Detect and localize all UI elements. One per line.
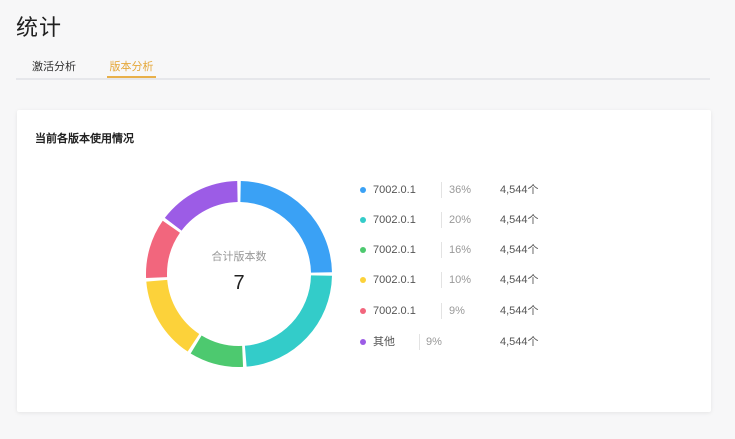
legend-percent: 16% [449,244,472,256]
version-usage-card: 当前各版本使用情况 合计版本数 7 7002.0.1 36% 4,544个 7002.… [17,110,711,412]
legend-count: 4,544个 [500,244,539,256]
donut-chart [146,181,332,367]
donut-center-label: 合计版本数 [211,251,267,263]
legend-version-name: 7002.0.1 [373,244,416,256]
active-tab-indicator [107,76,156,78]
legend-version-name: 7002.0.1 [373,274,416,286]
legend-separator [419,334,420,350]
legend-item[interactable]: 7002.0.1 9% 4,544个 [360,301,560,321]
legend-color-dot [360,187,366,193]
tab-version-analysis[interactable]: 版本分析 [109,61,154,73]
legend-color-dot [360,308,366,314]
legend-item[interactable]: 7002.0.1 16% 4,544个 [360,240,560,260]
legend-separator [441,303,442,319]
legend-count: 4,544个 [500,336,539,348]
donut-segment[interactable] [146,279,200,352]
tab-bar: 激活分析 版本分析 [16,52,710,80]
legend-color-dot [360,217,366,223]
legend-count: 4,544个 [500,305,539,317]
legend-item[interactable]: 7002.0.1 20% 4,544个 [360,210,560,230]
legend-separator [441,212,442,228]
legend-separator [441,242,442,258]
legend-count: 4,544个 [500,184,539,196]
legend-item[interactable]: 7002.0.1 36% 4,544个 [360,180,560,200]
legend-percent: 9% [449,305,465,317]
legend-percent: 36% [449,184,472,196]
card-title: 当前各版本使用情况 [35,133,134,145]
tab-activation-analysis[interactable]: 激活分析 [32,61,76,73]
legend-version-name: 7002.0.1 [373,184,416,196]
donut-segment[interactable] [190,335,244,367]
legend-count: 4,544个 [500,214,539,226]
legend-count: 4,544个 [500,274,539,286]
legend-item[interactable]: 7002.0.1 10% 4,544个 [360,270,560,290]
legend-version-name: 其他 [373,336,395,348]
donut-segment[interactable] [164,181,238,231]
donut-center-value: 7 [233,272,245,294]
page-title: 统计 [16,15,63,40]
legend-color-dot [360,277,366,283]
legend-color-dot [360,339,366,345]
legend-color-dot [360,247,366,253]
donut-segment[interactable] [244,275,332,367]
donut-segment[interactable] [240,181,332,273]
legend-percent: 9% [426,336,442,348]
legend-version-name: 7002.0.1 [373,214,416,226]
legend-version-name: 7002.0.1 [373,305,416,317]
legend-percent: 20% [449,214,472,226]
donut-segment[interactable] [146,220,180,279]
legend-separator [441,272,442,288]
legend-separator [441,182,442,198]
legend-item[interactable]: 其他 9% 4,544个 [360,332,560,352]
legend-percent: 10% [449,274,472,286]
